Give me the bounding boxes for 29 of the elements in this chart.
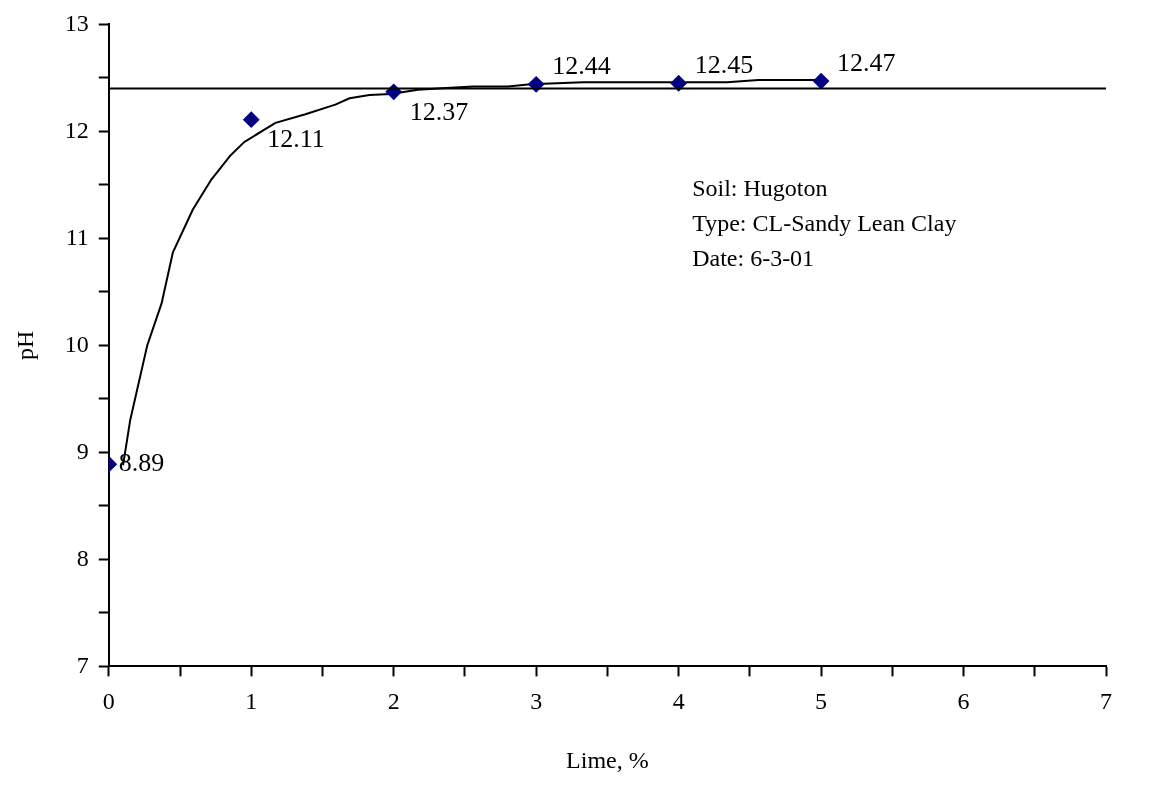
data-label: 12.47 — [837, 47, 896, 77]
data-label: 12.37 — [409, 96, 469, 126]
x-tick-label: 7 — [1100, 688, 1112, 715]
x-tick-label: 3 — [530, 688, 543, 715]
point — [243, 111, 260, 128]
point — [813, 73, 830, 90]
y-tick-label: 8 — [76, 544, 89, 571]
y-tick-label: 12 — [64, 116, 89, 143]
y-tick-label: 7 — [76, 651, 89, 678]
x-tick-label: 2 — [387, 688, 400, 715]
data-label: 12.45 — [694, 50, 754, 80]
y-tick-label: 9 — [76, 437, 89, 464]
data-label: 12.11 — [267, 124, 325, 154]
x-axis-title: Lime, % — [566, 746, 649, 773]
y-tick-label: 13 — [64, 9, 89, 36]
annotation: Type: CL-Sandy Lean Clay — [692, 210, 957, 237]
point — [670, 75, 687, 92]
annotation: Soil: Hugoton — [692, 175, 828, 202]
x-tick-label: 0 — [102, 688, 115, 715]
x-tick-label: 5 — [815, 688, 828, 715]
y-tick-label: 10 — [64, 330, 89, 357]
x-tick-label: 6 — [957, 688, 970, 715]
data-label: 12.44 — [552, 51, 611, 81]
y-axis-title: pH — [11, 330, 38, 361]
annotation: Date: 6-3-01 — [692, 245, 815, 272]
y-tick-label: 11 — [65, 223, 89, 250]
x-tick-label: 4 — [672, 688, 685, 715]
x-tick-label: 1 — [245, 688, 258, 715]
data-label: 8.89 — [118, 448, 165, 477]
